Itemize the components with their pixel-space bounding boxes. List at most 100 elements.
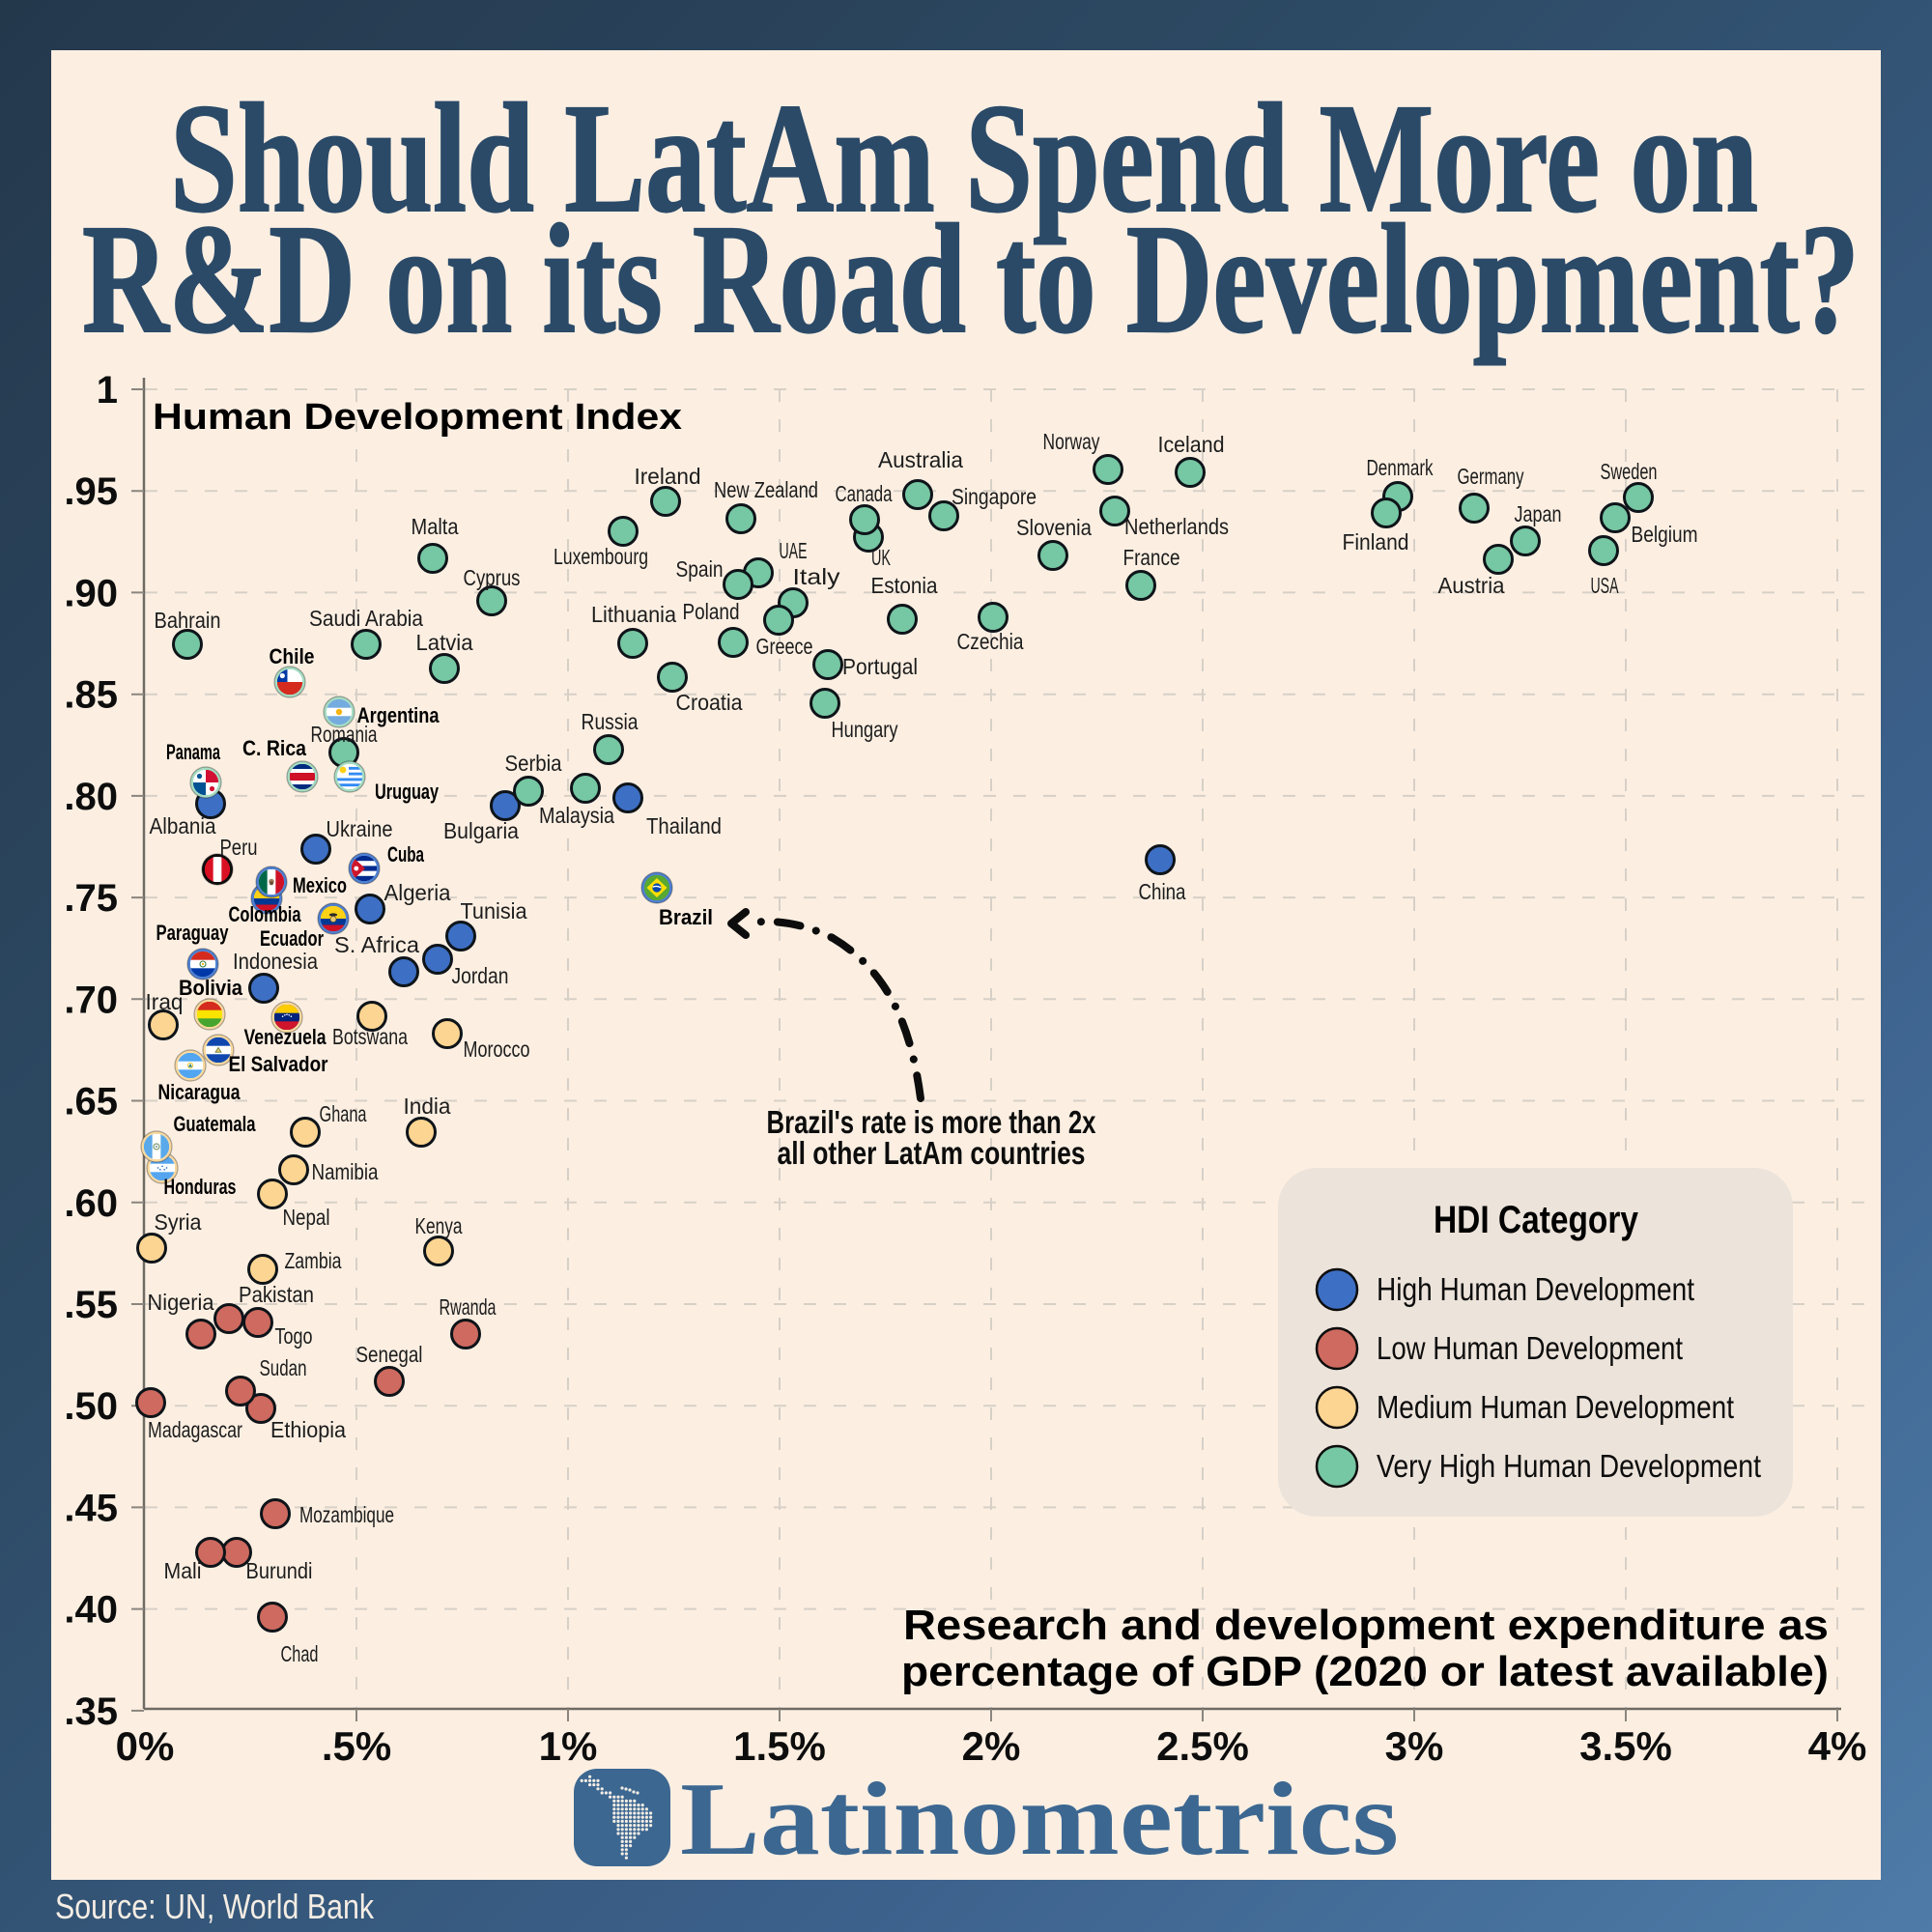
svg-text:Netherlands: Netherlands xyxy=(1124,514,1229,539)
svg-text:Canada: Canada xyxy=(836,481,893,506)
svg-text:1.5%: 1.5% xyxy=(733,1723,826,1769)
svg-text:Jordan: Jordan xyxy=(452,963,509,988)
svg-text:Very High Human Development: Very High Human Development xyxy=(1377,1448,1761,1484)
svg-text:Colombia: Colombia xyxy=(229,902,302,926)
svg-text:Medium Human Development: Medium Human Development xyxy=(1377,1389,1734,1425)
svg-text:3%: 3% xyxy=(1385,1723,1444,1769)
svg-text:Japan: Japan xyxy=(1515,501,1562,526)
svg-text:Zambia: Zambia xyxy=(285,1248,342,1273)
svg-text:Austria: Austria xyxy=(1438,573,1505,598)
svg-text:Slovenia: Slovenia xyxy=(1016,515,1092,540)
svg-text:Madagascar: Madagascar xyxy=(148,1417,242,1442)
svg-text:Bolivia: Bolivia xyxy=(179,976,243,1000)
svg-text:Research and development expen: Research and development expenditure as xyxy=(903,1602,1829,1649)
svg-text:Venezuela: Venezuela xyxy=(244,1025,327,1049)
svg-text:0%: 0% xyxy=(116,1723,175,1769)
svg-text:Luxembourg: Luxembourg xyxy=(554,544,648,569)
svg-text:Cuba: Cuba xyxy=(387,842,425,867)
svg-text:3.5%: 3.5% xyxy=(1579,1723,1672,1769)
svg-text:UAE: UAE xyxy=(780,538,808,563)
svg-text:Uruguay: Uruguay xyxy=(375,780,440,804)
svg-text:Namibia: Namibia xyxy=(312,1159,379,1184)
svg-text:Low Human Development: Low Human Development xyxy=(1377,1330,1683,1366)
svg-text:Nicaragua: Nicaragua xyxy=(158,1080,242,1104)
svg-text:Malta: Malta xyxy=(412,514,459,539)
svg-text:France: France xyxy=(1123,545,1180,570)
svg-text:Germany: Germany xyxy=(1458,464,1524,489)
svg-text:Iraq: Iraq xyxy=(146,989,184,1014)
svg-text:S. Africa: S. Africa xyxy=(334,932,419,957)
svg-text:Iceland: Iceland xyxy=(1158,432,1225,457)
svg-text:.60: .60 xyxy=(64,1182,118,1225)
svg-text:Singapore: Singapore xyxy=(952,484,1037,509)
svg-text:Honduras: Honduras xyxy=(164,1175,237,1199)
svg-text:percentage of GDP (2020 or lat: percentage of GDP (2020 or latest availa… xyxy=(901,1648,1829,1695)
svg-text:Chile: Chile xyxy=(270,644,315,668)
svg-text:Morocco: Morocco xyxy=(464,1037,530,1062)
svg-text:Portugal: Portugal xyxy=(842,654,918,679)
svg-text:.50: .50 xyxy=(64,1385,118,1428)
svg-text:Czechia: Czechia xyxy=(957,629,1024,654)
svg-text:Australia: Australia xyxy=(878,447,963,472)
svg-text:High Human Development: High Human Development xyxy=(1377,1271,1694,1307)
svg-text:Norway: Norway xyxy=(1043,429,1100,454)
svg-text:New Zealand: New Zealand xyxy=(714,477,818,502)
svg-text:Mexico: Mexico xyxy=(293,873,347,897)
svg-text:Italy: Italy xyxy=(793,564,841,589)
svg-text:Latinometrics: Latinometrics xyxy=(680,1762,1399,1877)
svg-text:Ireland: Ireland xyxy=(635,464,701,489)
svg-text:R&D on its Road to Development: R&D on its Road to Development? xyxy=(82,193,1860,366)
svg-text:Ethiopia: Ethiopia xyxy=(270,1417,346,1442)
svg-text:Romania: Romania xyxy=(311,722,378,747)
svg-text:Botswana: Botswana xyxy=(332,1024,408,1049)
svg-text:Bahrain: Bahrain xyxy=(155,608,221,633)
svg-text:Brazil: Brazil xyxy=(659,905,713,929)
svg-text:India: India xyxy=(404,1094,451,1119)
svg-text:Sudan: Sudan xyxy=(260,1355,307,1380)
svg-text:.5%: .5% xyxy=(322,1723,391,1769)
svg-text:El Salvador: El Salvador xyxy=(229,1052,328,1076)
svg-text:Spain: Spain xyxy=(676,556,724,582)
svg-text:Argentina: Argentina xyxy=(357,703,440,727)
svg-text:.45: .45 xyxy=(64,1487,118,1529)
svg-text:USA: USA xyxy=(1591,573,1619,598)
svg-text:Saudi Arabia: Saudi Arabia xyxy=(309,606,423,631)
svg-text:Togo: Togo xyxy=(275,1323,313,1349)
svg-text:1: 1 xyxy=(97,369,118,412)
svg-text:.55: .55 xyxy=(64,1284,118,1326)
svg-text:Kenya: Kenya xyxy=(415,1213,463,1238)
svg-text:HDI Category: HDI Category xyxy=(1434,1199,1639,1241)
svg-text:Hungary: Hungary xyxy=(832,717,898,742)
svg-text:Ukraine: Ukraine xyxy=(327,816,393,841)
svg-text:Estonia: Estonia xyxy=(871,573,938,598)
svg-text:.35: .35 xyxy=(64,1690,118,1733)
svg-text:1%: 1% xyxy=(539,1723,598,1769)
svg-text:Mozambique: Mozambique xyxy=(299,1502,394,1527)
svg-text:Lithuania: Lithuania xyxy=(591,602,676,627)
svg-text:Malaysia: Malaysia xyxy=(539,803,614,828)
svg-text:Should LatAm Spend More on: Should LatAm Spend More on xyxy=(170,72,1758,245)
svg-text:Mali: Mali xyxy=(164,1558,202,1583)
svg-text:2.5%: 2.5% xyxy=(1156,1723,1249,1769)
svg-text:Rwanda: Rwanda xyxy=(440,1294,497,1320)
svg-text:.95: .95 xyxy=(64,470,118,513)
svg-text:Denmark: Denmark xyxy=(1367,455,1434,480)
svg-text:Tunisia: Tunisia xyxy=(461,898,527,923)
svg-text:Ecuador: Ecuador xyxy=(260,926,324,951)
svg-text:Burundi: Burundi xyxy=(246,1558,313,1583)
svg-text:China: China xyxy=(1139,879,1186,904)
svg-text:Finland: Finland xyxy=(1343,529,1409,554)
svg-text:Syria: Syria xyxy=(155,1209,202,1235)
svg-text:Peru: Peru xyxy=(220,835,258,860)
svg-text:Cyprus: Cyprus xyxy=(464,565,521,590)
svg-text:Greece: Greece xyxy=(756,634,813,659)
svg-text:Senegal: Senegal xyxy=(356,1342,423,1367)
svg-text:Source: UN, World Bank: Source: UN, World Bank xyxy=(55,1887,375,1926)
svg-text:.75: .75 xyxy=(64,877,118,920)
svg-text:.85: .85 xyxy=(64,674,118,717)
svg-text:Chad: Chad xyxy=(281,1641,319,1666)
svg-text:.70: .70 xyxy=(64,979,118,1021)
svg-text:UK: UK xyxy=(871,545,891,570)
svg-text:Sweden: Sweden xyxy=(1601,459,1658,484)
svg-text:Latvia: Latvia xyxy=(416,630,473,655)
